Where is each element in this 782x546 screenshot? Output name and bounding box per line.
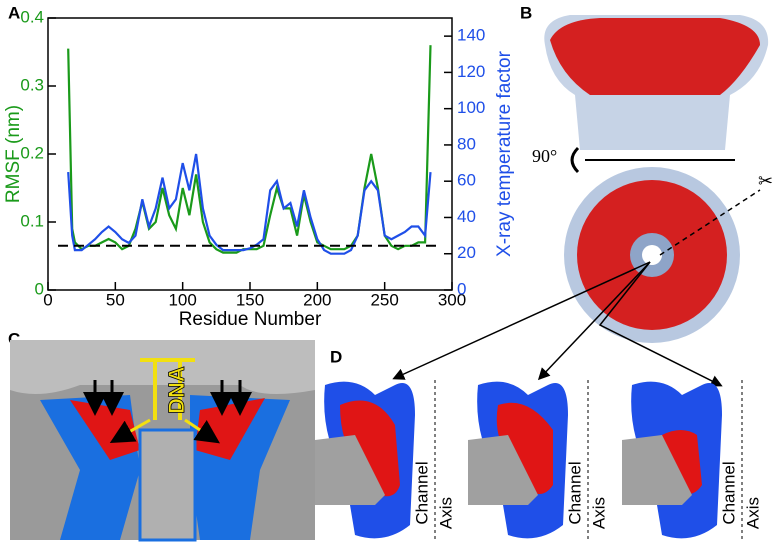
channel-label: Channel (719, 461, 738, 524)
x-tick-label: 200 (303, 290, 331, 309)
panel-letter: A (8, 3, 20, 22)
x-tick-label: 150 (236, 290, 264, 309)
red-domain (340, 400, 400, 497)
red-domain (496, 402, 553, 494)
panel-letter: B (520, 3, 532, 22)
plot-frame (47, 17, 453, 291)
cryo-em-section (10, 340, 315, 542)
y2-tick-label: 100 (457, 98, 485, 117)
arrow (537, 261, 651, 381)
domain-sections: Channel Axis Channel Axis Channel Axis (315, 380, 762, 540)
arrow (598, 261, 723, 387)
y2-tick-label: 0 (457, 279, 466, 298)
x-tick-label: 0 (43, 290, 52, 309)
cut-line (659, 189, 761, 256)
x-tick-label: 250 (370, 290, 398, 309)
axis-label: Axis (743, 497, 762, 529)
y2-tick-label: 60 (457, 171, 476, 190)
channel-label: Channel (412, 461, 431, 524)
arrow (392, 261, 651, 380)
gray-domain (622, 435, 692, 505)
x-tick-label: 300 (438, 290, 466, 309)
chart: 0 50 100 150 200 250 30000.10.20.30.4020406080… (3, 7, 515, 330)
y2-tick-label: 20 (457, 243, 476, 262)
y-tick-label: 0.2 (20, 143, 44, 162)
axis-label: Axis (436, 497, 455, 529)
x-tick-label: 50 (106, 290, 125, 309)
protein-side-view (544, 15, 769, 150)
rotation-label: 90° (532, 146, 557, 166)
scissors-icon: ✂ (758, 171, 773, 191)
domain-section: Channel Axis (468, 380, 608, 540)
y2-tick-label: 80 (457, 134, 476, 153)
rotation-arrow (570, 146, 580, 174)
gray-domain (315, 435, 385, 505)
y-tick-label: 0.4 (20, 7, 44, 26)
series-line (67, 153, 432, 255)
dna-label: DNA (164, 366, 189, 414)
gray-domain (468, 435, 538, 505)
y2-tick-label: 140 (457, 26, 485, 45)
panel-letter: D (330, 347, 342, 366)
series-line (67, 45, 432, 254)
y-tick-label: 0.1 (20, 211, 44, 230)
domain-section: Channel Axis (622, 380, 762, 540)
y-tick-label: 0.3 (20, 75, 44, 94)
protein-top-view (564, 167, 740, 343)
axis-label: Axis (589, 497, 608, 529)
y-tick-label: 0 (35, 279, 44, 298)
y2-axis-label: X-ray temperature factor (494, 50, 515, 257)
channel-label: Channel (565, 461, 584, 524)
y-axis-label: RMSF (nm) (3, 105, 24, 203)
x-axis-label: Residue Number (179, 309, 322, 330)
domain-section: Channel Axis (315, 380, 455, 540)
x-tick-label: 100 (168, 290, 196, 309)
y2-tick-label: 40 (457, 207, 476, 226)
y2-tick-label: 120 (457, 62, 485, 81)
